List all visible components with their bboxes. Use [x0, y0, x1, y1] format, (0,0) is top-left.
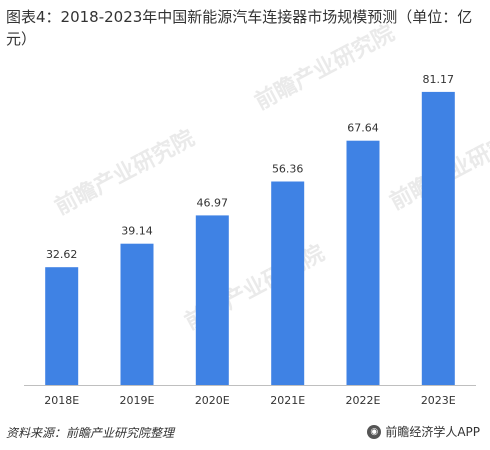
value-label-2021E: 56.36	[272, 163, 304, 176]
value-label-2020E: 46.97	[197, 196, 229, 209]
brand-name: 前瞻经济学人APP	[385, 425, 480, 439]
bars-group	[45, 91, 455, 386]
chart-title: 图表4：2018-2023年中国新能源汽车连接器市场规模预测（单位：亿元）	[6, 8, 473, 48]
bar-2020E	[195, 215, 229, 385]
bar-2022E	[346, 140, 380, 385]
bar-2018E	[45, 267, 79, 385]
tick-label-2021E: 2021E	[270, 394, 305, 407]
tick-label-2022E: 2022E	[346, 394, 381, 407]
tick-label-2018E: 2018E	[44, 394, 79, 407]
tick-labels-group: 2018E 2019E 2020E 2021E 2022E 2023E	[44, 394, 456, 407]
tick-label-2019E: 2019E	[120, 394, 155, 407]
value-label-2023E: 81.17	[423, 73, 455, 86]
source-note: 资料来源：前瞻产业研究院整理	[6, 426, 175, 440]
bar-2019E	[120, 243, 154, 385]
watermark-top: 前瞻产业研究院	[251, 20, 399, 115]
value-label-2022E: 67.64	[347, 122, 379, 135]
tick-label-2020E: 2020E	[195, 394, 230, 407]
value-label-2018E: 32.62	[46, 248, 78, 261]
bar-2023E	[421, 91, 455, 386]
tick-label-2023E: 2023E	[421, 394, 456, 407]
value-labels-group: 32.62 39.14 46.97 56.36 67.64 81.17	[46, 73, 454, 261]
brand-logo-icon: ◉	[367, 424, 382, 439]
value-label-2019E: 39.14	[121, 225, 153, 238]
brand-mark: ◉ 前瞻经济学人APP	[367, 423, 480, 440]
bar-2021E	[271, 181, 305, 385]
watermark-left: 前瞻产业研究院	[51, 125, 199, 220]
